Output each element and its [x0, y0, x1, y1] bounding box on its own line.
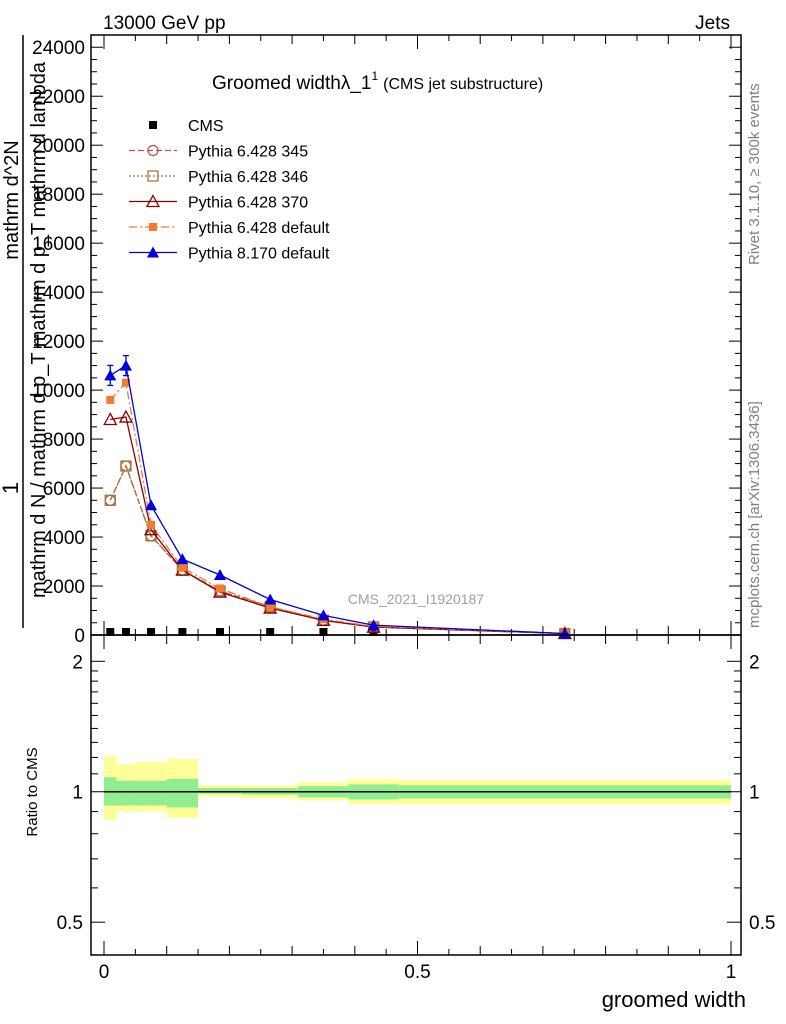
series-4-point-1 — [121, 378, 130, 387]
legend-label-1: Pythia 6.428 345 — [188, 144, 308, 161]
series-4-point-5 — [266, 602, 275, 611]
series-3-point-1 — [118, 409, 134, 423]
ratio-tick-label-left-0: 0.5 — [57, 913, 83, 934]
y-tick-label-7: 14000 — [32, 283, 85, 304]
y-tick-label-5: 10000 — [32, 381, 85, 402]
process-label: Jets — [695, 13, 730, 34]
y-tick-label-6: 12000 — [32, 332, 85, 353]
stat-band-4 — [198, 788, 242, 794]
legend-marker-0 — [149, 121, 157, 129]
series-line-2 — [109, 464, 565, 635]
ratio-tick-label-right-2: 2 — [749, 652, 760, 673]
ratio-tick-label-right-1: 1 — [749, 783, 760, 804]
y-tick-label-8: 16000 — [32, 234, 85, 255]
series-0-point-2 — [147, 628, 156, 636]
y-tick-label-9: 18000 — [32, 185, 85, 206]
chart-title-main: Groomed widthλ_1 — [212, 73, 371, 94]
ylabel-d2n: mathrm d^2N — [1, 140, 23, 259]
rivet-label: Rivet 3.1.10, ≥ 300k events — [746, 83, 763, 265]
y-tick-label-4: 8000 — [43, 430, 85, 451]
series-5-point-6 — [317, 609, 330, 621]
y-tick-label-11: 22000 — [32, 87, 85, 108]
series-2-point-1 — [120, 460, 132, 472]
series-5-point-0 — [104, 369, 117, 381]
stat-band-3 — [166, 779, 199, 808]
stat-band-1 — [116, 780, 136, 806]
y-tick-label-10: 20000 — [32, 136, 85, 157]
ratio-tick-label-left-1: 1 — [72, 783, 83, 804]
series-2-point-0 — [104, 494, 116, 506]
ylabel-numerator: 1 — [0, 482, 23, 494]
series-0-point-3 — [178, 628, 187, 636]
legend-label-4: Pythia 6.428 default — [188, 220, 330, 237]
series-line-3 — [110, 416, 565, 635]
chart-title: Groomed widthλ_11 (CMS jet substructure) — [212, 69, 543, 94]
series-4-point-2 — [147, 520, 156, 529]
legend-label-3: Pythia 6.428 370 — [188, 195, 308, 212]
series-3-point-0 — [103, 412, 118, 426]
legend-marker-3 — [145, 194, 161, 208]
legend-label-2: Pythia 6.428 346 — [188, 169, 308, 186]
series-0-point-5 — [266, 628, 275, 636]
ratio-ylabel: Ratio to CMS — [24, 747, 41, 836]
series-5-point-4 — [213, 569, 226, 580]
series-5-point-2 — [145, 499, 158, 511]
main-plot-panel: 0 2000 4000 6000 8000 10000 12000 14000 16000 180… — [32, 34, 742, 647]
chart-title-sup: 1 — [371, 69, 378, 83]
ratio-plot-panel: 0 0.5 1 0.5 0.5 1 1 2 2 — [57, 634, 775, 983]
y-tick-label-12: 24000 — [32, 38, 85, 59]
legend-marker-2 — [147, 170, 159, 182]
x-tick-label-2: 1 — [726, 962, 737, 983]
energy-label: 13000 GeV pp — [103, 13, 226, 34]
series-5-point-7 — [367, 619, 380, 631]
series-line-5 — [109, 364, 565, 635]
ratio-frame — [90, 634, 742, 956]
x-tick-label-1: 0.5 — [404, 962, 430, 983]
y-tick-label-2: 4000 — [43, 528, 85, 549]
series-0-point-0 — [106, 628, 115, 636]
legend-label-5: Pythia 8.170 default — [188, 246, 330, 263]
y-tick-label-1: 2000 — [43, 577, 85, 598]
series-4-point-0 — [106, 395, 115, 404]
mcplots-label: mcplots.cern.ch [arXiv:1306.3436] — [746, 401, 763, 628]
series-0-point-4 — [215, 628, 224, 636]
legend-marker-5 — [147, 246, 159, 258]
series-5-point-8 — [558, 627, 571, 639]
ratio-tick-label-right-0: 0.5 — [749, 913, 775, 934]
legend-marker-4 — [149, 223, 157, 231]
series-5-point-1 — [119, 359, 132, 371]
stat-band-2 — [135, 780, 167, 806]
y-tick-label-3: 6000 — [43, 479, 85, 500]
series-0-point-6 — [319, 628, 328, 636]
series-5-point-5 — [264, 593, 277, 605]
series-5-point-3 — [176, 553, 189, 565]
watermark: CMS_2021_I1920187 — [348, 591, 484, 607]
xlabel: groomed width — [602, 987, 746, 1012]
series-line-4 — [109, 381, 565, 635]
series-4-point-4 — [215, 584, 224, 593]
chart-title-note: (CMS jet substructure) — [383, 76, 543, 93]
legend: CMS Pythia 6.428 345 Pythia 6.428 346 Pythi… — [129, 118, 330, 263]
ylabel-denominator: mathrm d N / mathrm d p_T mathrm d p_T m… — [28, 61, 50, 598]
series-0-point-1 — [121, 628, 130, 636]
legend-marker-1 — [147, 144, 159, 157]
legend-label-0: CMS — [188, 118, 224, 135]
y-tick-label-0: 0 — [74, 626, 85, 647]
ratio-tick-label-left-2: 2 — [72, 652, 83, 673]
series-line-1 — [109, 464, 565, 635]
x-tick-label-0: 0 — [99, 962, 110, 983]
series-4-point-3 — [178, 563, 187, 572]
